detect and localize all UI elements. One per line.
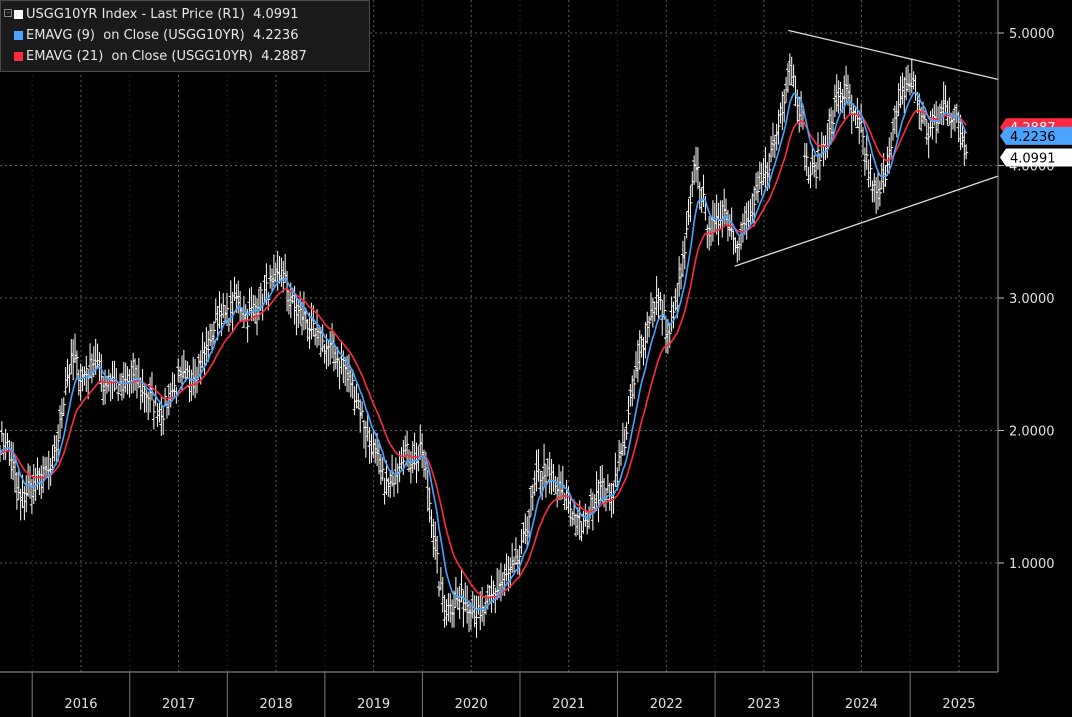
price-bar bbox=[755, 171, 760, 203]
ema9-last-tag-bg bbox=[1000, 126, 1072, 145]
price-bar bbox=[671, 301, 676, 329]
ema9-last-tag: 4.2236 bbox=[1000, 126, 1072, 145]
price-bar bbox=[161, 405, 166, 435]
price-bar bbox=[350, 371, 355, 399]
x-tick-label: 2021 bbox=[552, 697, 585, 712]
x-tick-label: 2020 bbox=[455, 697, 488, 712]
price-bar bbox=[116, 385, 121, 401]
y-tick-label: 5.0000 bbox=[1009, 27, 1055, 42]
price-last-tag-bg bbox=[1000, 148, 1072, 167]
price-bar bbox=[360, 401, 365, 419]
x-tick-label: 2016 bbox=[64, 697, 97, 712]
x-tick-label: 2022 bbox=[650, 697, 683, 712]
trendline bbox=[734, 175, 999, 267]
price-bar bbox=[695, 147, 700, 189]
ema9-last-tag-text: 4.2236 bbox=[1010, 130, 1056, 145]
price-bar bbox=[860, 127, 865, 156]
x-tick-label: 2018 bbox=[260, 697, 293, 712]
x-tick-label: 2019 bbox=[357, 697, 390, 712]
price-bars bbox=[0, 53, 969, 638]
price-bar bbox=[474, 595, 479, 638]
y-tick-label: 2.0000 bbox=[1009, 425, 1055, 440]
x-tick-label: 2017 bbox=[162, 697, 195, 712]
price-bar bbox=[568, 498, 573, 527]
price-bar bbox=[782, 89, 787, 123]
price-bar bbox=[63, 367, 68, 396]
price-bar bbox=[864, 135, 869, 170]
legend-label-ema21: EMAVG (21) on Close (USGG10YR) 4.2887 bbox=[26, 49, 307, 64]
price-bar bbox=[151, 399, 156, 430]
legend-label-price: USGG10YR Index - Last Price (R1) 4.0991 bbox=[26, 7, 299, 22]
price-bar bbox=[626, 395, 631, 425]
x-tick-label: 2023 bbox=[747, 697, 780, 712]
price-bar bbox=[701, 174, 706, 207]
y-tick-label: 3.0000 bbox=[1009, 292, 1055, 307]
price-bar bbox=[74, 350, 79, 380]
legend-item-ema9: EMAVG (9) on Close (USGG10YR) 4.2236 bbox=[14, 26, 298, 45]
price-bar bbox=[172, 374, 177, 399]
price-bar bbox=[517, 545, 522, 576]
x-tick-label: 2024 bbox=[845, 697, 878, 712]
price-bar bbox=[380, 457, 385, 481]
ema9-line bbox=[0, 91, 967, 611]
price-bar bbox=[859, 103, 864, 134]
price-bar bbox=[542, 443, 547, 486]
price-bar bbox=[335, 346, 340, 378]
price-bar bbox=[435, 535, 440, 574]
price-bar bbox=[452, 590, 457, 628]
price-bar bbox=[815, 132, 820, 170]
price-bar bbox=[684, 211, 689, 239]
price-bar bbox=[61, 397, 66, 416]
legend-collapse-icon[interactable]: − bbox=[4, 9, 12, 17]
price-last-tag: 4.0991 bbox=[1000, 148, 1072, 167]
price-bar bbox=[632, 369, 637, 400]
y-tick-label: 1.0000 bbox=[1009, 557, 1055, 572]
price-bar bbox=[536, 449, 541, 482]
legend-swatch-ema9 bbox=[14, 31, 23, 40]
price-bar bbox=[211, 321, 216, 345]
price-bar bbox=[622, 428, 627, 456]
legend-swatch-price bbox=[14, 10, 23, 19]
legend-item-price: USGG10YR Index - Last Price (R1) 4.0991 bbox=[14, 5, 299, 24]
price-bar bbox=[926, 122, 931, 159]
price-bar bbox=[206, 330, 211, 362]
price-last-tag-text: 4.0991 bbox=[1010, 152, 1056, 167]
price-bar bbox=[647, 316, 652, 338]
ema21-line bbox=[0, 109, 967, 599]
price-bar bbox=[527, 508, 532, 539]
price-bar bbox=[804, 143, 809, 177]
trendline bbox=[788, 29, 999, 81]
legend-swatch-ema21 bbox=[14, 52, 23, 61]
price-bar bbox=[894, 100, 899, 138]
price-bar bbox=[889, 132, 894, 160]
legend-label-ema9: EMAVG (9) on Close (USGG10YR) 4.2236 bbox=[26, 28, 299, 43]
price-bar bbox=[688, 185, 693, 222]
x-tick-label: 2025 bbox=[942, 697, 975, 712]
legend-item-ema21: EMAVG (21) on Close (USGG10YR) 4.2887 bbox=[14, 47, 307, 66]
trendlines bbox=[734, 29, 999, 267]
x-axis: 2016 2017 2018 2019 2020 2021 2022 2023 2024 2025 bbox=[0, 671, 998, 717]
price-bar bbox=[427, 487, 432, 523]
legend: − USGG10YR Index - Last Price (R1) 4.099… bbox=[0, 0, 370, 72]
price-bar bbox=[682, 235, 687, 270]
price-bar bbox=[814, 162, 819, 189]
price-bar bbox=[877, 180, 882, 207]
price-bar bbox=[624, 422, 629, 440]
price-bar bbox=[868, 154, 873, 187]
price-bar bbox=[964, 144, 969, 160]
